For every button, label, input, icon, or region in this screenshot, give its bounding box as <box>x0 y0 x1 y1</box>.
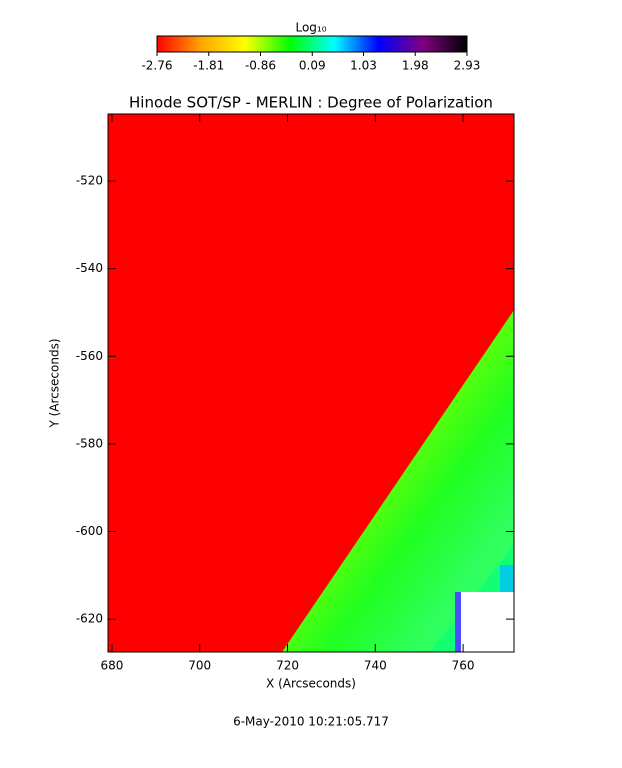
plot-frame <box>107 113 515 653</box>
heatmap <box>108 114 514 652</box>
chart-title: Hinode SOT/SP - MERLIN : Degree of Polar… <box>129 94 493 112</box>
x-tick-label: 700 <box>188 659 211 673</box>
colorbar-tick-label: 1.98 <box>402 59 429 73</box>
saturated-region <box>455 592 514 652</box>
colorbar-tick-label: -0.86 <box>245 59 276 73</box>
colorbar-label: Log₁₀ <box>295 21 326 35</box>
x-tick-label: 760 <box>452 659 475 673</box>
colorbar-tick-label: 1.03 <box>350 59 377 73</box>
x-tick-label: 680 <box>100 659 123 673</box>
colorbar-tick-label: 0.09 <box>299 59 326 73</box>
y-tick-label: -560 <box>76 349 103 363</box>
colorbar-tick-label: 2.93 <box>454 59 481 73</box>
limb-region <box>282 310 514 652</box>
y-tick-label: -600 <box>76 524 103 538</box>
footer: 6-May-2010 10:21:05.717 <box>233 715 389 729</box>
colorbar <box>156 35 468 53</box>
x-tick-label: 720 <box>276 659 299 673</box>
y-tick-label: -540 <box>76 261 103 275</box>
y-tick-label: -520 <box>76 174 103 188</box>
saturated-edge <box>500 565 514 592</box>
y-axis-label: Y (Arcseconds) <box>48 338 62 428</box>
x-axis-label: X (Arcseconds) <box>266 677 356 691</box>
x-tick-label: 740 <box>364 659 387 673</box>
y-tick-label: -580 <box>76 436 103 450</box>
y-tick-label: -620 <box>76 612 103 626</box>
saturated-edge <box>455 592 461 652</box>
colorbar-tick-label: -1.81 <box>193 59 224 73</box>
colorbar-tick-label: -2.76 <box>141 59 172 73</box>
